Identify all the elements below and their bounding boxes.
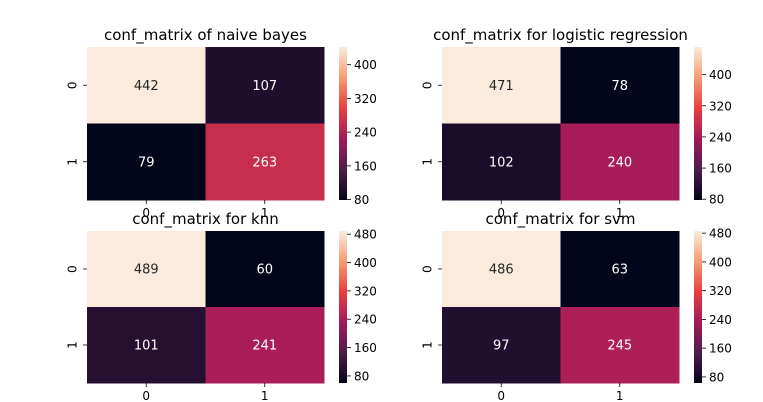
cell-value-label: 263 [252,155,277,170]
x-tick-label: 0 [497,206,505,220]
colorbar-tick-label: 240 [709,313,732,327]
heatmap-panel-1: 471 78 102 240 0 1 0 1 conf_matrix for logistic … [421,26,732,220]
colorbar-tick-label: 320 [354,284,377,298]
cell-value-label: 78 [611,79,628,94]
heatmap-panel-3: 486 63 97 245 0 1 0 1 conf_matrix for svm 80 160 24… [421,210,732,402]
heatmap-panel-0: 442 107 79 263 0 1 0 1 conf_matrix of naive baye… [66,26,377,220]
cell-value-label: 107 [252,79,277,94]
cell-value-label: 102 [489,155,514,170]
colorbar-tick-label: 320 [709,99,732,113]
colorbar-tick-label: 80 [354,193,369,207]
colorbar-tick-label: 240 [354,313,377,327]
colorbar-tick-label: 480 [709,227,732,241]
colorbar-tick-label: 400 [354,58,377,72]
cell-value-label: 471 [489,79,514,94]
chart-title: conf_matrix of naive bayes [104,26,307,45]
colorbar [339,231,347,383]
chart-title: conf_matrix for knn [132,210,278,229]
colorbar [694,47,702,200]
cell-value-label: 79 [138,155,155,170]
colorbar-tick-label: 240 [354,126,377,140]
colorbar-tick-label: 320 [709,284,732,298]
colorbar-tick-label: 160 [354,341,377,355]
cell-value-label: 60 [256,263,273,278]
colorbar-tick-label: 80 [709,370,724,384]
y-tick-label: 0 [66,265,80,273]
y-tick-label: 0 [421,81,435,89]
x-tick-label: 0 [497,389,505,402]
heatmap-cell [560,231,680,308]
colorbar-tick-label: 160 [709,162,732,176]
cell-value-label: 442 [134,79,159,94]
colorbar-tick-label: 400 [354,256,377,270]
x-tick-label: 0 [142,206,150,220]
colorbar-tick-label: 80 [354,369,369,383]
y-tick-label: 0 [421,265,435,273]
heatmap-cell [442,231,561,308]
x-tick-label: 1 [261,389,269,402]
colorbar-tick-label: 240 [709,130,732,144]
heatmap-cell [205,47,325,124]
y-tick-label: 1 [66,341,80,349]
cell-value-label: 241 [252,339,277,354]
heatmap-cell [560,47,680,124]
cell-value-label: 486 [489,263,514,278]
y-tick-label: 1 [66,158,80,166]
x-tick-label: 0 [142,389,150,402]
heatmap-cell [87,123,206,201]
x-tick-label: 1 [616,389,624,402]
x-tick-label: 1 [261,206,269,220]
cell-value-label: 97 [493,339,510,354]
colorbar-tick-label: 400 [709,255,732,269]
colorbar-tick-label: 400 [709,68,732,82]
colorbar-tick-label: 160 [354,159,377,173]
heatmap-cell [87,47,206,124]
colorbar-tick-label: 320 [354,92,377,106]
heatmap-cell [87,307,206,384]
colorbar-tick-label: 160 [709,342,732,356]
heatmap-cell [560,307,680,384]
cell-value-label: 245 [607,339,632,354]
heatmap-cell [87,231,206,308]
cell-value-label: 101 [134,339,159,354]
y-tick-label: 1 [421,158,435,166]
heatmap-cell [205,307,325,384]
heatmap-cell [442,123,561,201]
colorbar-tick-label: 80 [709,193,724,207]
colorbar [339,47,347,200]
heatmap-cell [442,47,561,124]
chart-title: conf_matrix for svm [485,210,635,229]
heatmap-cell [560,123,680,201]
chart-title: conf_matrix for logistic regression [433,26,688,45]
heatmap-cell [205,231,325,308]
heatmap-cell [205,123,325,201]
y-tick-label: 1 [421,341,435,349]
heatmap-cell [442,307,561,384]
cell-value-label: 489 [134,263,159,278]
cell-value-label: 240 [607,155,632,170]
colorbar-tick-label: 480 [354,228,377,242]
y-tick-label: 0 [66,81,80,89]
x-tick-label: 1 [616,206,624,220]
cell-value-label: 63 [611,263,628,278]
colorbar [694,231,702,383]
